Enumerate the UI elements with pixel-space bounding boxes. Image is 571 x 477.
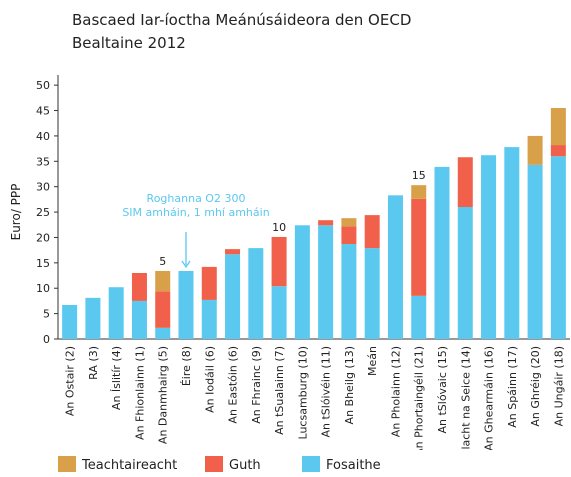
bar-segment	[504, 147, 520, 339]
y-tick-label: 50	[36, 79, 50, 92]
bar-segment	[387, 195, 403, 339]
bar-segment	[481, 155, 497, 339]
x-tick-label: An Phortaingéil (21)	[413, 346, 426, 456]
bar-segment	[457, 157, 473, 207]
x-tick-label: An tSlóivéin (11)	[320, 346, 333, 438]
x-tick-label: An tSualainn (7)	[273, 346, 286, 435]
x-tick-label: An Iodáil (6)	[203, 346, 216, 413]
annotation: 10	[272, 221, 286, 234]
x-tick-label: An Eastóin (6)	[227, 346, 240, 424]
y-tick-label: 5	[43, 308, 50, 321]
x-tick-label: An Ungáir (18)	[552, 346, 565, 426]
bar-segment	[131, 273, 147, 301]
bar-segment	[108, 287, 124, 339]
bar-segment	[225, 254, 241, 339]
bar-segment	[341, 226, 357, 245]
chart-title: Bascaed Iar-íoctha Meánúsáideora den OEC…	[72, 11, 411, 29]
x-tick-label: An tSlóvaic (15)	[436, 346, 449, 434]
bar-segment	[318, 225, 334, 339]
bar-segment	[550, 145, 566, 157]
bar-segment	[550, 108, 566, 146]
x-tick-label: Meán	[366, 346, 379, 376]
annotation: 15	[412, 169, 426, 182]
y-tick-label: 20	[36, 231, 50, 244]
bar-segment	[131, 300, 147, 339]
y-tick-label: 25	[36, 206, 50, 219]
bar-segment	[225, 249, 241, 255]
legend-label: Teachtaireacht	[81, 458, 177, 473]
bar-segment	[457, 207, 473, 339]
y-tick-label: 30	[36, 181, 50, 194]
legend-swatch	[302, 456, 320, 472]
x-tick-label: Éire (8)	[180, 346, 193, 386]
bar-segment	[411, 295, 427, 339]
x-tick-label: An Ghréig (20)	[529, 346, 542, 427]
bar-segment	[411, 185, 427, 199]
legend-label: Guth	[229, 458, 261, 473]
legend-swatch	[58, 456, 76, 472]
bar-segment	[527, 164, 543, 339]
x-tick-label: An Fhrainc (9)	[250, 346, 263, 424]
bar-segment	[341, 244, 357, 339]
bar-segment	[318, 220, 334, 226]
x-tick-label: Poblacht na Seice (14)	[459, 346, 472, 470]
bar-segment	[294, 225, 310, 339]
bar-segment	[155, 291, 171, 328]
x-tick-label: An Bheilg (13)	[343, 346, 356, 424]
x-tick-label: An Pholainn (12)	[389, 346, 402, 437]
bar-segment	[364, 248, 380, 339]
annotation: 5	[159, 255, 166, 268]
bar-segment	[341, 218, 357, 227]
x-tick-label: An Spáinn (17)	[506, 346, 519, 428]
bar-segment	[411, 198, 427, 296]
bar-segment	[85, 297, 101, 339]
bar-segment	[62, 304, 78, 339]
bar-segment	[201, 299, 217, 339]
x-tick-label: An Danmhairg (5)	[157, 346, 170, 444]
y-tick-label: 15	[36, 257, 50, 270]
bar-segment	[271, 236, 287, 287]
legend-swatch	[205, 456, 223, 472]
y-tick-label: 35	[36, 155, 50, 168]
x-tick-label: RA (3)	[87, 346, 100, 380]
bar-segment	[178, 270, 194, 339]
legend-bg	[0, 450, 571, 477]
callout-text: Roghanna O2 300	[147, 192, 246, 205]
x-tick-label: Lucsamburg (10)	[296, 346, 309, 439]
x-tick-label: An Ostair (2)	[64, 346, 77, 416]
callout-text: SIM amháin, 1 mhí amháin	[122, 206, 269, 219]
y-tick-label: 10	[36, 282, 50, 295]
bar-segment	[434, 166, 450, 339]
bar-segment	[527, 135, 543, 165]
bar-segment	[201, 266, 217, 300]
bar-segment	[155, 327, 171, 339]
y-tick-label: 45	[36, 105, 50, 118]
x-tick-label: An Íslitír (4)	[110, 346, 123, 410]
callout-arrowhead	[181, 260, 191, 269]
bar-segment	[364, 215, 380, 249]
chart-title: Bealtaine 2012	[72, 34, 186, 52]
bar-segment	[271, 286, 287, 339]
bar-segment	[248, 248, 264, 339]
bar-segment	[155, 270, 171, 292]
y-axis-label: Euro/ PPP	[9, 184, 23, 241]
bar-segment	[550, 156, 566, 339]
legend-label: Fosaithe	[326, 458, 381, 473]
x-tick-label: An Fhionlainn (1)	[133, 346, 146, 440]
y-tick-label: 0	[43, 333, 50, 346]
y-tick-label: 40	[36, 130, 50, 143]
x-tick-label: An Ghearmáin (16)	[483, 346, 496, 451]
